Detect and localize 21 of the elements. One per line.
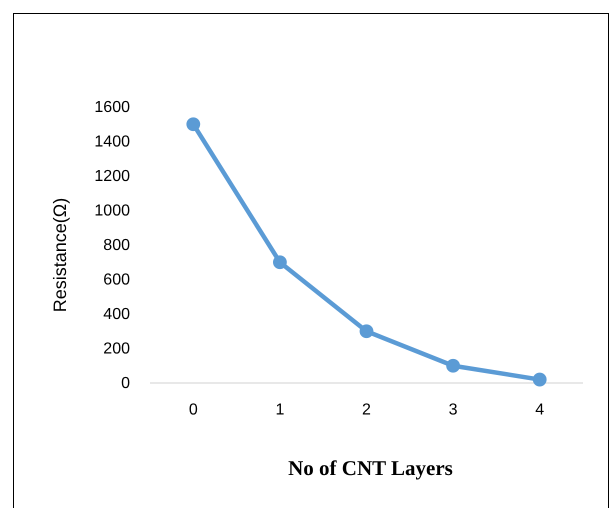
x-tick-label: 1 [275, 401, 284, 418]
y-tick-label: 800 [103, 237, 130, 254]
y-tick-label: 1400 [94, 134, 130, 151]
x-tick-label: 3 [448, 401, 458, 418]
y-tick-label: 0 [121, 375, 130, 392]
y-tick-label: 1600 [94, 99, 130, 116]
x-tick-label: 4 [535, 401, 544, 418]
y-tick-label: 1000 [94, 202, 130, 220]
point [186, 117, 200, 132]
y-tick-label: 400 [103, 306, 130, 324]
y-tick-label: 1200 [94, 168, 130, 186]
x-tick-label: 0 [188, 401, 198, 418]
x-axis-title: No of CNT Layers [288, 456, 453, 480]
point [360, 324, 374, 338]
y-tick-label: 200 [103, 340, 130, 358]
y-axis-title: Resistance(Ω) [50, 198, 70, 312]
point [272, 255, 287, 270]
y-tick-label: 600 [103, 272, 130, 289]
point [532, 372, 547, 386]
x-tick-label: 2 [362, 401, 372, 418]
point [446, 358, 460, 373]
